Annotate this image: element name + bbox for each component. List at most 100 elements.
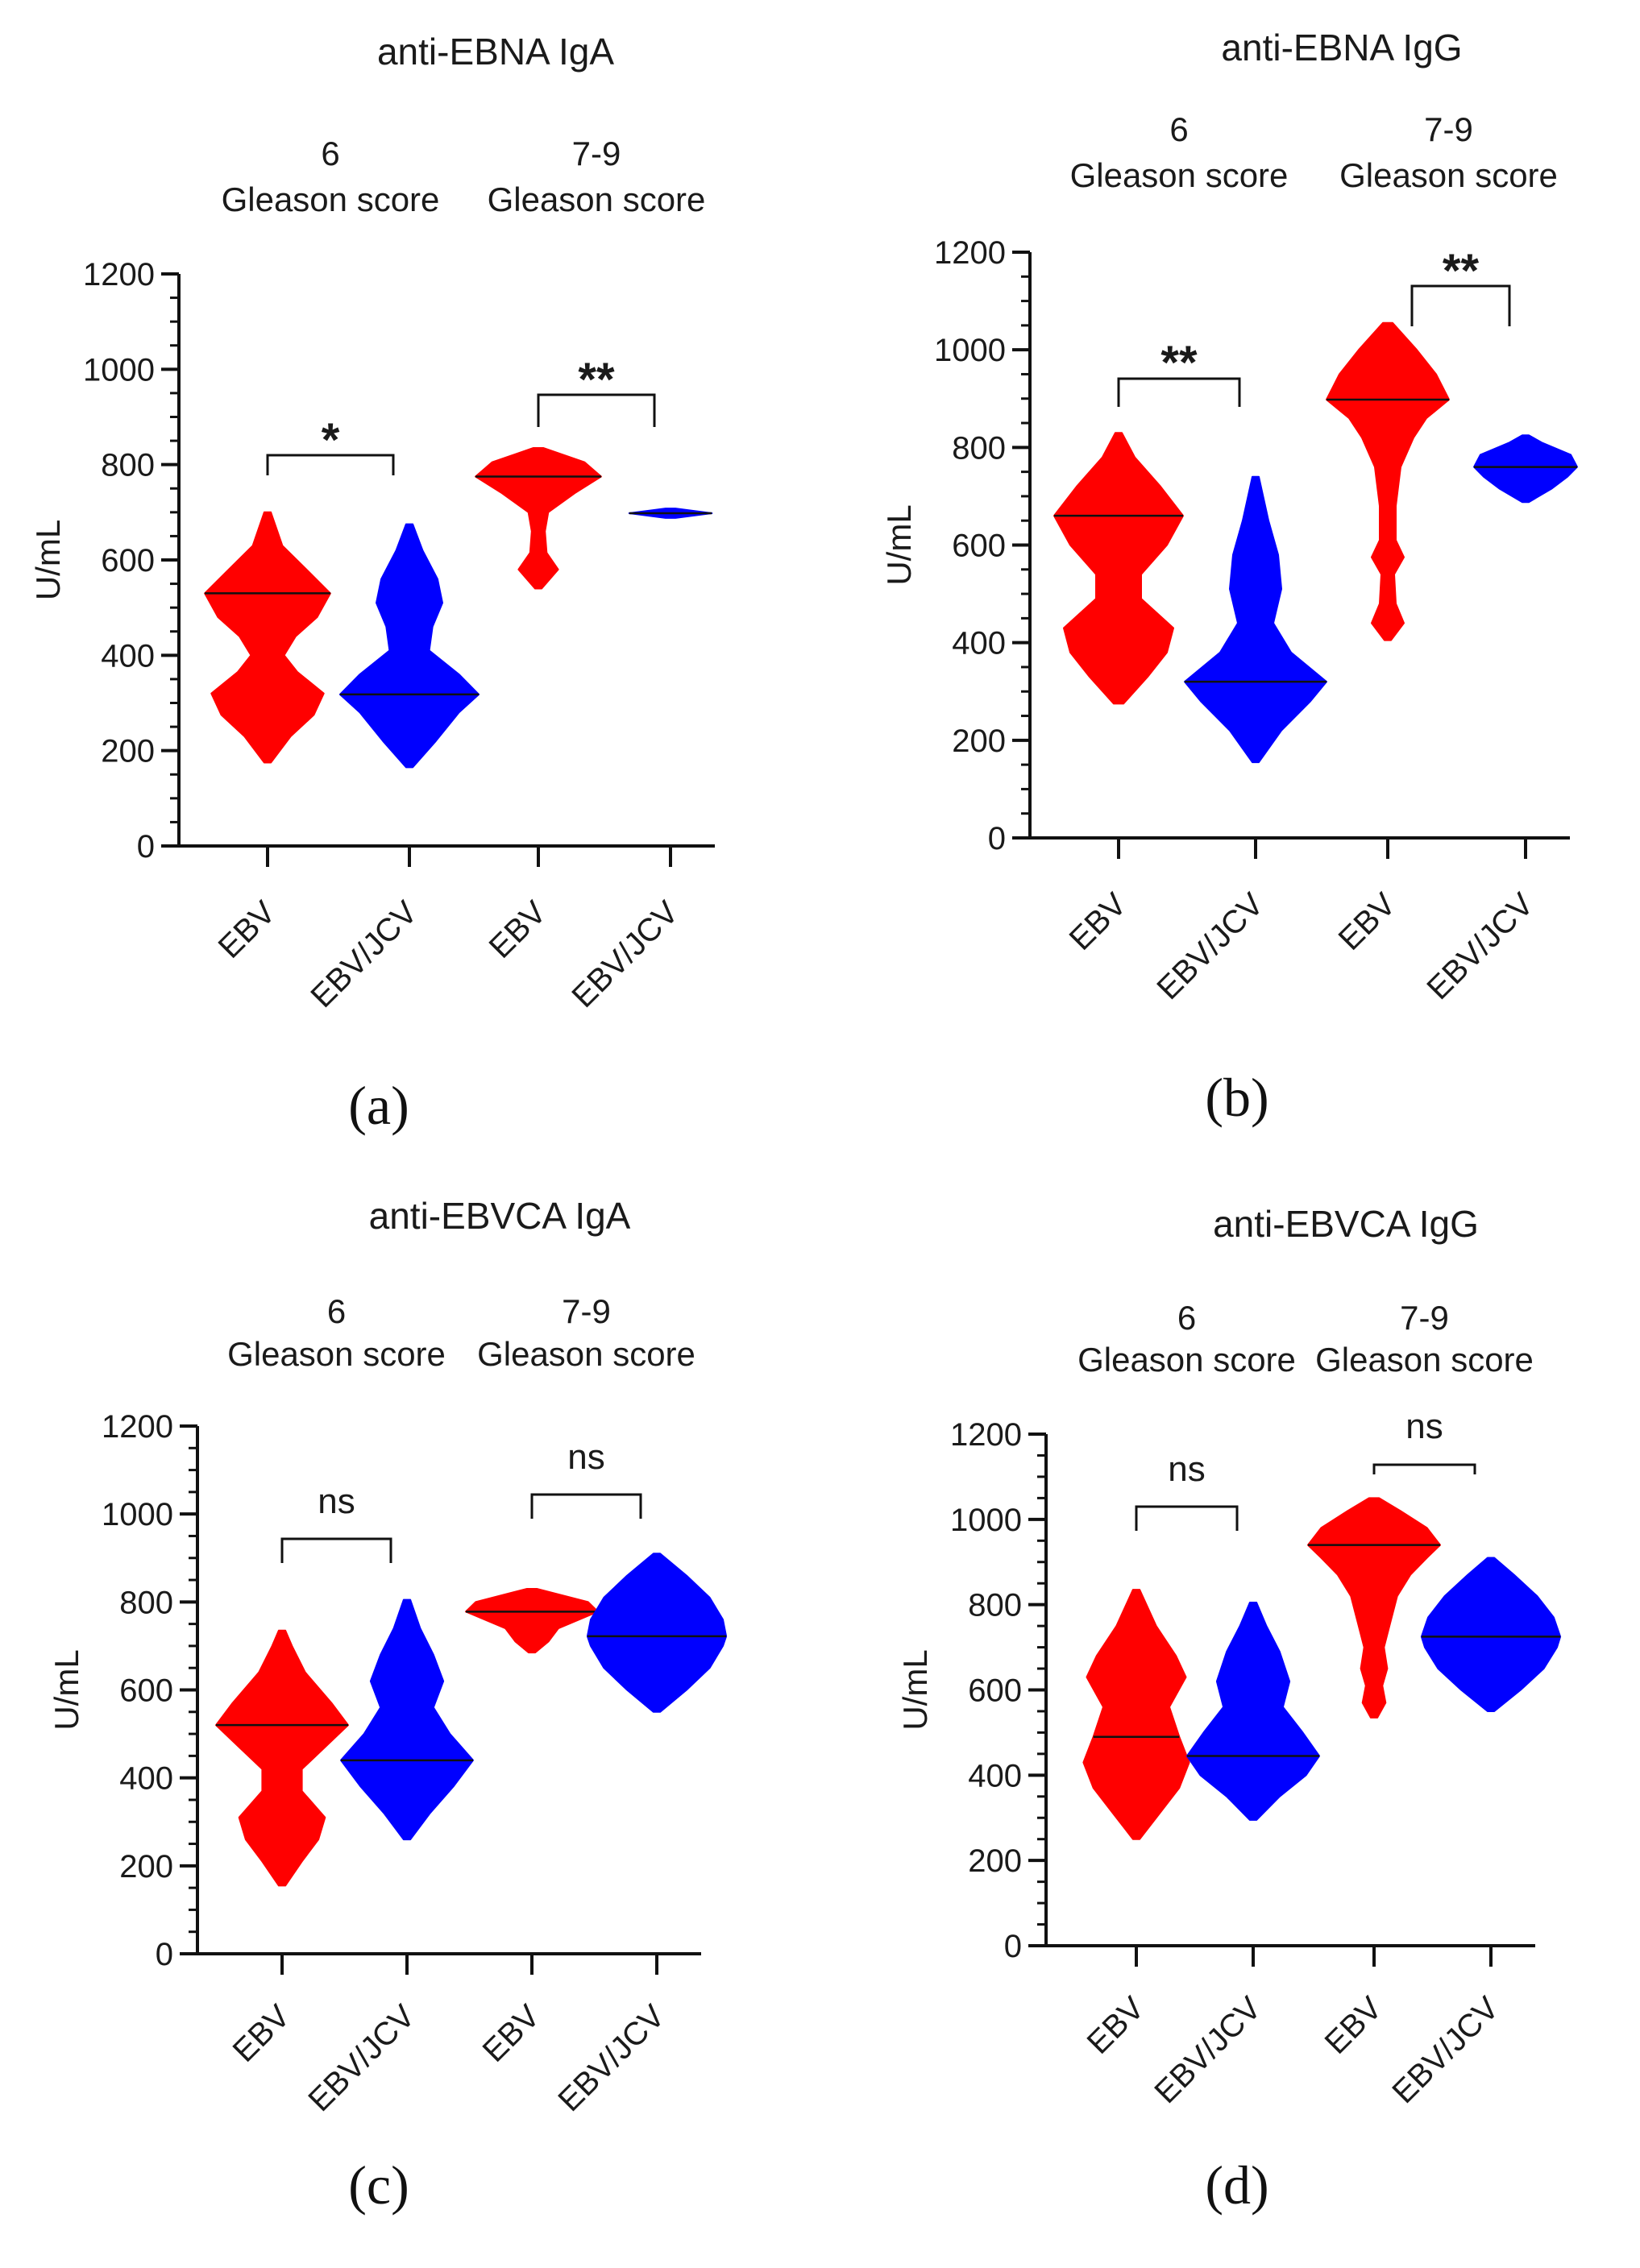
significance-label: ns <box>318 1482 355 1521</box>
chart-title: anti-EBNA IgG <box>1221 27 1462 68</box>
y-tick-label: 400 <box>952 626 1006 661</box>
significance-label: ** <box>1443 245 1480 297</box>
significance-bracket <box>537 393 656 427</box>
chart-panel: anti-EBNA IgG 6 Gleason score 7-9 Gleason sc… <box>880 27 1578 1128</box>
group-number: 7-9 <box>562 1292 611 1330</box>
y-tick-label: 600 <box>968 1673 1022 1709</box>
group-label: Gleason score <box>222 180 440 218</box>
significance-bracket <box>530 1493 642 1519</box>
group-label: Gleason score <box>227 1335 446 1373</box>
violin-ebv <box>465 1588 599 1654</box>
violin-ebv <box>475 447 602 590</box>
y-tick-label: 1200 <box>934 235 1006 271</box>
significance-bracket <box>1410 284 1511 326</box>
chart-panel: anti-EBNA IgA 6 Gleason score 7-9 Gleason sc… <box>29 31 715 1136</box>
significance-bracket <box>266 454 395 475</box>
chart-title: anti-EBVCA IgG <box>1213 1203 1479 1245</box>
significance-bracket <box>280 1537 392 1563</box>
y-tick-label: 800 <box>952 430 1006 466</box>
x-tick-label: EBV/JCV <box>1385 1990 1505 2110</box>
y-tick-label: 600 <box>952 529 1006 564</box>
y-tick-label: 800 <box>968 1588 1022 1623</box>
y-tick-label: 400 <box>119 1761 173 1797</box>
y-tick-label: 800 <box>119 1585 173 1620</box>
x-tick-label: EBV <box>1318 1990 1389 2061</box>
y-tick-label: 600 <box>119 1673 173 1709</box>
chart-title: anti-EBVCA IgA <box>369 1195 631 1237</box>
y-tick-label: 1000 <box>950 1503 1022 1538</box>
x-tick-label: EBV/JCV <box>1150 886 1270 1006</box>
violin-ebv <box>1307 1497 1441 1719</box>
y-tick-label: 200 <box>101 734 155 769</box>
y-axis-label: U/mL <box>48 1649 85 1730</box>
group-label: Gleason score <box>1315 1341 1534 1379</box>
group-label: Gleason score <box>1070 156 1289 194</box>
violin-ebv-jcv <box>586 1553 728 1713</box>
group-number: 7-9 <box>1424 110 1473 148</box>
y-tick-label: 0 <box>1004 1929 1022 1964</box>
y-tick-label: 400 <box>101 638 155 674</box>
y-tick-label: 600 <box>101 543 155 578</box>
group-label: Gleason score <box>477 1335 695 1373</box>
group-number: 7-9 <box>572 135 621 172</box>
y-tick-label: 1000 <box>83 352 155 388</box>
group-number: 7-9 <box>1400 1299 1449 1337</box>
y-tick-label: 0 <box>137 829 155 864</box>
violin-ebv-jcv <box>340 1598 474 1841</box>
x-tick-label: EBV/JCV <box>551 1998 671 2118</box>
y-tick-label: 800 <box>101 448 155 483</box>
violin-ebv <box>1053 432 1184 705</box>
significance-label: ** <box>578 354 615 406</box>
y-tick-label: 200 <box>119 1849 173 1884</box>
y-axis-label: U/mL <box>880 504 918 585</box>
group-number: 6 <box>1177 1299 1196 1337</box>
group-number: 6 <box>321 135 339 172</box>
chart-title: anti-EBNA IgA <box>377 31 614 73</box>
significance-label: ns <box>1168 1449 1205 1489</box>
violin-ebv <box>1326 321 1450 641</box>
violin-ebv-jcv <box>338 523 480 769</box>
significance-bracket <box>1135 1505 1239 1531</box>
x-tick-label: EBV <box>476 1998 547 2069</box>
chart-panel: anti-EBVCA IgA 6 Gleason score 7-9 Gleason s… <box>48 1195 728 2216</box>
y-tick-label: 1000 <box>934 333 1006 368</box>
y-tick-label: 1200 <box>102 1409 173 1445</box>
x-tick-label: EBV <box>1081 1990 1152 2061</box>
group-label: Gleason score <box>488 180 706 218</box>
violin-ebv-jcv <box>1186 1602 1320 1821</box>
significance-bracket <box>1372 1463 1476 1474</box>
x-tick-label: EBV <box>483 894 554 965</box>
y-axis-label: U/mL <box>896 1649 934 1730</box>
y-axis-label: U/mL <box>29 520 67 600</box>
y-tick-label: 1200 <box>83 257 155 292</box>
y-tick-label: 200 <box>952 724 1006 759</box>
violin-ebv-jcv <box>1473 434 1578 504</box>
group-label: Gleason score <box>1339 156 1558 194</box>
group-label: Gleason score <box>1077 1341 1296 1379</box>
violin-ebv-jcv <box>1420 1557 1562 1712</box>
y-tick-label: 0 <box>156 1937 173 1972</box>
x-tick-label: EBV/JCV <box>1148 1990 1268 2110</box>
group-number: 6 <box>1169 110 1188 148</box>
x-tick-label: EBV <box>1332 886 1403 957</box>
panel-label: (c) <box>348 2154 409 2216</box>
x-tick-label: EBV <box>226 1998 297 2069</box>
y-tick-label: 200 <box>968 1843 1022 1879</box>
group-number: 6 <box>327 1292 346 1330</box>
x-tick-label: EBV/JCV <box>1420 886 1540 1006</box>
x-tick-label: EBV/JCV <box>304 894 424 1014</box>
x-tick-label: EBV/JCV <box>565 894 685 1014</box>
y-tick-label: 0 <box>988 821 1006 856</box>
significance-label: ** <box>1160 337 1198 389</box>
y-tick-label: 400 <box>968 1758 1022 1793</box>
x-tick-label: EBV/JCV <box>301 1998 421 2118</box>
violin-ebv <box>204 511 331 764</box>
significance-label: * <box>322 414 340 466</box>
violin-ebv <box>1082 1589 1190 1840</box>
x-tick-label: EBV <box>212 894 283 965</box>
panel-label: (a) <box>348 1075 409 1136</box>
significance-label: ns <box>567 1437 604 1477</box>
violin-ebv <box>215 1629 349 1887</box>
chart-panel: anti-EBVCA IgG 6 Gleason score 7-9 Gleason s… <box>896 1203 1562 2216</box>
